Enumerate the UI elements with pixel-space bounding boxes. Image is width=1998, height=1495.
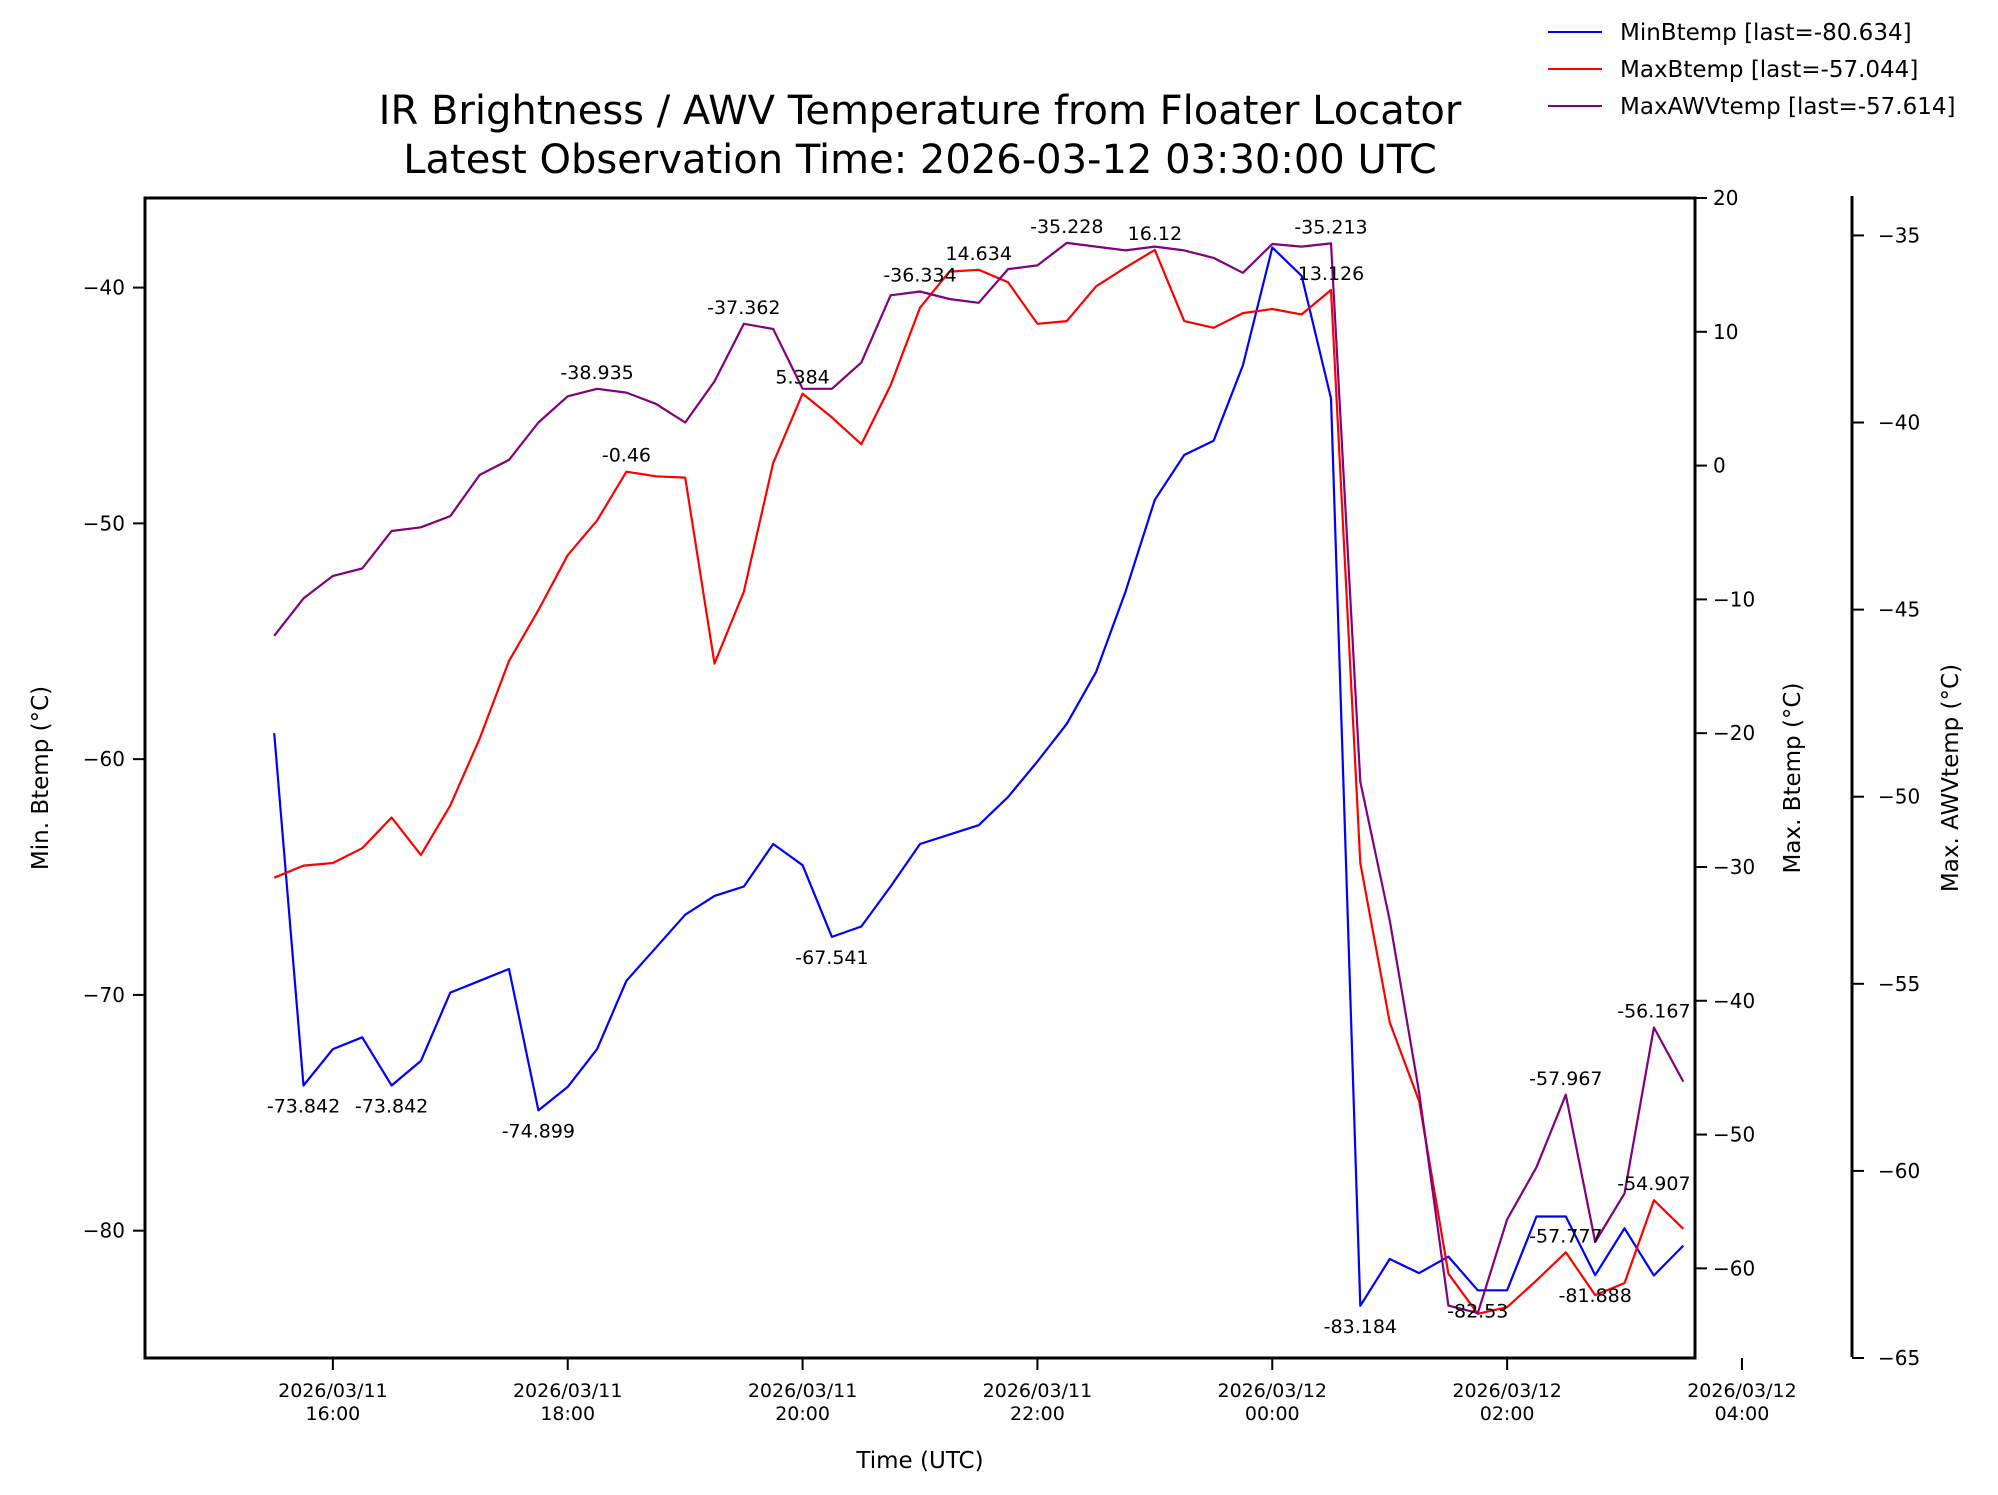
y-right1-tick-label: −40 (1713, 989, 1755, 1013)
y-right1-tick-label: 10 (1713, 320, 1738, 344)
x-tick-label-date: 2026/03/12 (1452, 1380, 1562, 1402)
y-right1-tick-label: −50 (1713, 1123, 1755, 1147)
annotation-minbtemp: -82.53 (1447, 1300, 1508, 1322)
y-right1-tick-label: 20 (1713, 186, 1738, 210)
annotation-minbtemp: -73.842 (355, 1095, 428, 1117)
annotation-maxbtemp: 13.126 (1298, 263, 1364, 285)
x-axis-label: Time (UTC) (855, 1448, 983, 1474)
y-axis-right-maxbtemp: −60 −50 −40 −30 −20 −10 0 10 20 (1695, 186, 1755, 1280)
annotation-maxbtemp: -0.46 (602, 445, 651, 467)
x-tick-label-date: 2026/03/12 (1218, 1380, 1328, 1402)
x-tick-label-date: 2026/03/11 (983, 1380, 1093, 1402)
y-left-tick-label: −80 (83, 1219, 125, 1243)
y-axis-left-label: Min. Btemp (°C) (28, 686, 54, 870)
y-right2-tick-label: −65 (1878, 1346, 1920, 1370)
annotation-maxawvtemp: -36.334 (883, 265, 956, 287)
y-right2-tick-label: −40 (1878, 411, 1920, 435)
annotation-maxawvtemp: -35.213 (1294, 216, 1367, 238)
x-tick-label-time: 02:00 (1480, 1403, 1535, 1425)
legend-label-maxbtemp: MaxBtemp [last=-57.044] (1620, 57, 1918, 83)
x-tick-label-date: 2026/03/12 (1687, 1380, 1797, 1402)
annotation-maxawvtemp: -35.228 (1030, 216, 1103, 238)
y-axis-right-maxawvtemp: −65 −60 −55 −50 −45 −40 −35 (1852, 223, 1920, 1370)
x-tick-label-time: 18:00 (540, 1403, 595, 1425)
legend-label-minbtemp: MinBtemp [last=-80.634] (1620, 20, 1912, 46)
y-left-tick-label: −40 (83, 276, 125, 300)
data-annotations: -73.842 -73.842 -74.899 -67.541 -83.184 -82.5… (267, 216, 1691, 1338)
x-tick-label-time: 20:00 (775, 1403, 830, 1425)
y-right1-tick-label: −60 (1713, 1256, 1755, 1280)
annotation-minbtemp: -83.184 (1324, 1316, 1397, 1338)
annotation-maxbtemp: 16.12 (1128, 223, 1182, 245)
x-tick-label-date: 2026/03/11 (278, 1380, 388, 1402)
y-left-tick-label: −60 (83, 747, 125, 771)
x-tick-label-date: 2026/03/11 (513, 1380, 623, 1402)
y-left-tick-label: −50 (83, 511, 125, 535)
legend-label-maxawvtemp: MaxAWVtemp [last=-57.614] (1620, 94, 1955, 120)
y-right2-tick-label: −55 (1878, 972, 1920, 996)
x-tick-label-time: 22:00 (1010, 1403, 1065, 1425)
annotation-maxbtemp: 14.634 (945, 243, 1011, 265)
chart-subtitle: Latest Observation Time: 2026-03-12 03:3… (403, 137, 1437, 183)
y-right2-tick-label: −35 (1878, 223, 1920, 247)
annotation-minbtemp: -67.541 (795, 947, 868, 969)
y-right1-tick-label: −20 (1713, 721, 1755, 745)
x-axis: 2026/03/1116:002026/03/1118:002026/03/11… (278, 1358, 1797, 1425)
x-tick-label-time: 16:00 (305, 1403, 360, 1425)
y-right1-tick-label: −10 (1713, 587, 1755, 611)
y-right1-tick-label: 0 (1713, 454, 1726, 478)
y-left-tick-label: −70 (83, 983, 125, 1007)
annotation-maxawvtemp: -57.967 (1529, 1068, 1602, 1090)
x-tick-label-time: 00:00 (1245, 1403, 1300, 1425)
y-right2-tick-label: −60 (1878, 1159, 1920, 1183)
annotation-maxawvtemp: -37.362 (707, 297, 780, 319)
annotation-minbtemp: -81.888 (1559, 1285, 1632, 1307)
series-lines (273, 241, 1685, 1315)
series-line-maxbtemp (273, 248, 1685, 1315)
series-line-minbtemp (273, 246, 1685, 1307)
y-right1-tick-label: −30 (1713, 855, 1755, 879)
y-right2-tick-label: −45 (1878, 598, 1920, 622)
chart-title: IR Brightness / AWV Temperature from Flo… (379, 88, 1462, 134)
annotation-maxbtemp: -54.907 (1617, 1173, 1690, 1195)
legend: MinBtemp [last=-80.634] MaxBtemp [last=-… (1548, 20, 1955, 120)
annotation-maxbtemp: -57.777 (1529, 1225, 1602, 1247)
y-axis-right2-label: Max. AWVtemp (°C) (1938, 664, 1964, 892)
x-tick-label-date: 2026/03/11 (748, 1380, 858, 1402)
y-axis-right1-label: Max. Btemp (°C) (1780, 683, 1806, 874)
x-tick-label-time: 04:00 (1715, 1403, 1770, 1425)
series-line-maxawvtemp (273, 241, 1685, 1315)
annotation-minbtemp: -74.899 (502, 1120, 575, 1142)
annotation-maxawvtemp: -38.935 (560, 362, 633, 384)
annotation-maxawvtemp: -56.167 (1617, 1000, 1690, 1022)
y-axis-left: −80 −70 −60 −50 −40 (83, 276, 145, 1243)
annotation-minbtemp: -73.842 (267, 1095, 340, 1117)
annotation-maxbtemp: 5.384 (775, 367, 829, 389)
plot-area-frame (143, 196, 1697, 1360)
y-right2-tick-label: −50 (1878, 785, 1920, 809)
